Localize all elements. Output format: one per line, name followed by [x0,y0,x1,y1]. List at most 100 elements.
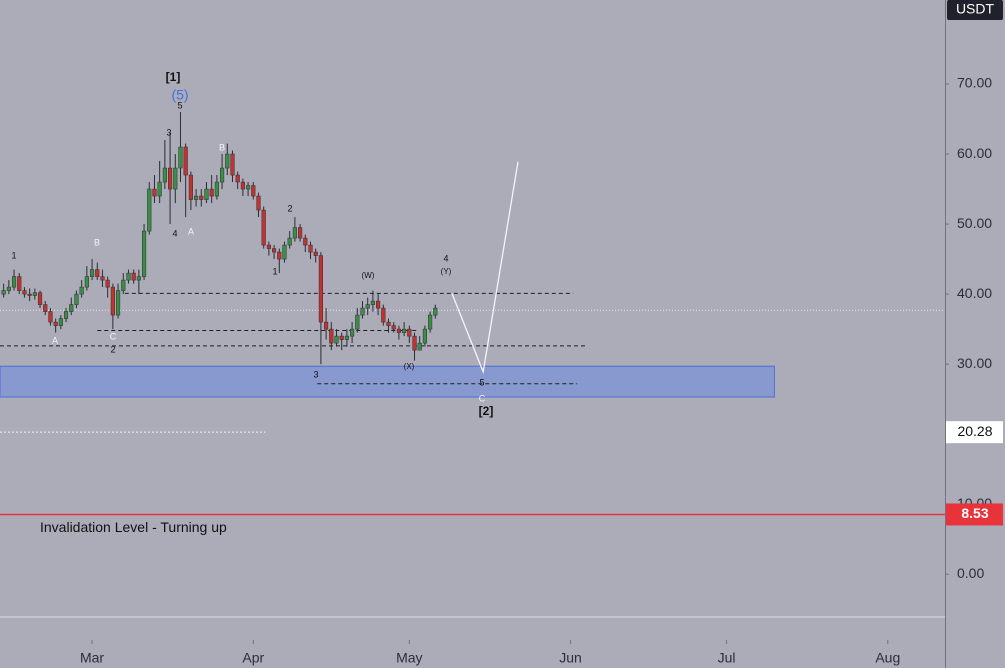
candle-body [303,237,308,246]
candle-body [230,153,235,176]
candle-body [214,181,219,197]
candle-body [110,286,115,316]
wave-label: B [94,237,100,247]
candle-body [261,209,266,246]
candle-body [188,174,193,200]
candle-body [58,318,63,326]
candle-body [11,276,17,288]
y-tick-label: 50.00 [957,215,992,231]
wave-label: 4 [172,228,177,238]
candle-body [147,188,152,232]
candle-body [433,307,438,316]
candle-body [428,314,433,330]
wave-label: (W) [362,271,375,280]
invalidation-box [946,503,1003,526]
candle-body [32,292,37,296]
wave-label: 5 [479,377,484,387]
candle-body [84,276,89,288]
candle-body [173,167,178,190]
wave-label: [1] [166,70,181,84]
candle-body [194,195,199,200]
candle-body [79,286,84,295]
wave-label: (5) [171,87,188,103]
wave-label: 5 [177,100,182,110]
candle-body [256,195,261,211]
candle-body [287,237,292,246]
candle-body [141,230,147,277]
marked-price-box [946,421,1003,444]
candle-body [391,325,396,330]
candle-body [37,292,43,305]
candle-body [43,304,48,312]
candle-body [115,290,121,316]
wave-label: (Y) [441,267,452,276]
candle-body [313,251,318,256]
wave-label: [2] [479,404,494,418]
candle-body [355,314,360,330]
candle-body [324,321,329,330]
x-tick-label: Jul [718,650,736,666]
candle-body [152,188,157,197]
y-tick-label: 30.00 [957,355,992,371]
wave-label: 1 [272,266,277,276]
x-tick-label: Aug [875,650,900,666]
wave-label: B [219,142,225,152]
candle-body [417,342,422,351]
candle-body [95,269,100,277]
wave-label: 1 [11,250,16,260]
candle-body [63,311,69,319]
candle-body [74,293,79,305]
candle-body [136,276,141,281]
candle-body [339,335,344,340]
candle-body [178,146,183,169]
candle-body [220,167,225,183]
candle-body [126,272,131,281]
candle-body [22,290,27,295]
currency-label: USDT [956,1,995,17]
candle-body [407,328,412,337]
candle-body [183,146,188,176]
x-tick-label: May [396,650,422,666]
candle-body [209,188,214,197]
candle-body [318,255,323,323]
candle-body [365,304,370,309]
wave-label: (X) [404,362,415,371]
candle-body [292,227,297,239]
candle-body [246,185,251,190]
candle-body [121,279,126,291]
projection-path [451,161,519,375]
candle-body [48,311,53,323]
wave-label: 3 [166,127,171,137]
candle-body [360,307,365,316]
target-zone [0,365,775,398]
candle-body [89,269,95,277]
candle-body [334,335,339,344]
y-tick-label: 60.00 [957,145,992,161]
candle-body [1,290,6,295]
candle-body [282,244,287,260]
candle-body [350,328,355,337]
candle-body [6,286,11,291]
candle-body [381,307,386,323]
candle-body [105,279,110,288]
candle-body [199,195,204,200]
candle-body [370,300,375,305]
candle-body [100,276,105,281]
candle-body [204,188,209,200]
candle-body [157,181,162,197]
wave-label: 4 [443,253,448,263]
candle-body [402,328,407,333]
x-tick-label: Jun [559,650,582,666]
candle-body [27,293,32,296]
candle-body [69,304,74,312]
y-tick-label: 0.00 [957,565,984,581]
invalidation-label: Invalidation Level - Turning up [40,519,227,535]
candle-body [412,335,417,351]
x-tick-label: Mar [80,650,104,666]
invalidation-price-label: 8.53 [961,505,988,521]
wave-label: 2 [110,344,115,354]
candle-body [167,167,173,190]
wave-label: 3 [313,369,318,379]
candle-body [131,272,136,281]
